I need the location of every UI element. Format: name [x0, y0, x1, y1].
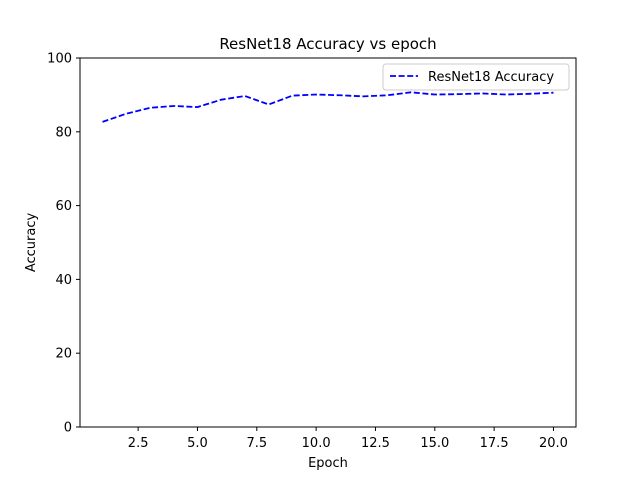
x-tick-label: 12.5 — [361, 436, 390, 451]
x-tick-label: 17.5 — [480, 436, 509, 451]
x-axis-label: Epoch — [308, 456, 348, 471]
legend-box — [382, 63, 570, 91]
y-tick-label: 40 — [55, 273, 72, 288]
y-tick-label: 100 — [47, 52, 72, 67]
plot-frame — [79, 57, 577, 428]
x-tick-label: 2.5 — [128, 436, 149, 451]
chart-title: ResNet18 Accuracy vs epoch — [219, 35, 436, 53]
y-tick-label: 60 — [55, 199, 72, 214]
plot-area — [79, 57, 577, 428]
y-tick-label: 80 — [55, 125, 72, 140]
y-tick-label: 0 — [64, 421, 72, 436]
y-axis-label: Accuracy — [24, 213, 39, 273]
x-tick-label: 15.0 — [420, 436, 449, 451]
legend-entry-label: ResNet18 Accuracy — [428, 70, 554, 85]
series-layer — [102, 91, 554, 123]
x-tick-label: 5.0 — [187, 436, 208, 451]
y-axis-ticks: 0 20 40 60 80 100 — [47, 52, 80, 436]
series-line-0 — [102, 91, 554, 123]
x-tick-label: 20.0 — [539, 436, 568, 451]
x-axis-ticks: 2.5 5.0 7.5 10.0 12.5 15.0 17.5 20.0 — [128, 427, 568, 451]
x-tick-label: 10.0 — [302, 436, 331, 451]
x-tick-label: 7.5 — [246, 436, 267, 451]
legend: ResNet18 Accuracy — [382, 63, 570, 91]
y-tick-label: 20 — [55, 347, 72, 362]
